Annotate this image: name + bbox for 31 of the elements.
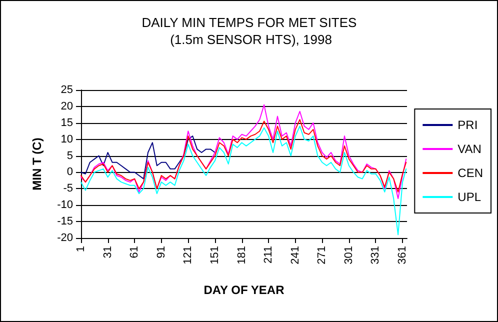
legend-label: PRI	[458, 118, 478, 132]
chart-title: DAILY MIN TEMPS FOR MET SITES (1.5m SENSOR HTS), 1998	[142, 15, 360, 47]
y-tick-label: 0	[66, 166, 73, 178]
y-tick-label: -5	[63, 182, 73, 195]
x-tick-label: 151	[208, 246, 221, 264]
x-tick-label: 361	[396, 246, 409, 264]
legend-label: UPL	[458, 190, 482, 204]
line-series	[80, 136, 216, 180]
y-tick-label: 5	[66, 150, 73, 162]
x-tick-label: 271	[316, 246, 328, 264]
legend-label: CEN	[458, 166, 484, 180]
x-tick-label: 91	[155, 246, 168, 258]
y-tick-label: -10	[57, 199, 73, 212]
x-tick-label: 301	[342, 246, 355, 264]
x-tick-label: 1	[75, 246, 87, 252]
x-tick-label: 181	[236, 246, 248, 264]
legend-label: VAN	[458, 142, 482, 156]
y-tick-label: 15	[60, 116, 73, 129]
x-tick-label: 241	[289, 246, 302, 264]
x-tick-label: 61	[128, 246, 141, 258]
x-tick-label: 121	[182, 246, 194, 264]
y-tick-label: -15	[57, 216, 73, 228]
y-axis-title: MIN T (C)	[30, 138, 44, 190]
x-tick-label: 211	[262, 246, 275, 264]
y-tick-label: 10	[60, 133, 73, 146]
y-tick-label: -20	[57, 232, 73, 244]
x-tick-label: 31	[102, 246, 114, 258]
x-tick-label: 331	[370, 246, 382, 264]
x-axis-title: DAY OF YEAR	[204, 283, 285, 297]
y-tick-label: 20	[60, 100, 73, 112]
y-tick-label: 25	[60, 84, 73, 96]
